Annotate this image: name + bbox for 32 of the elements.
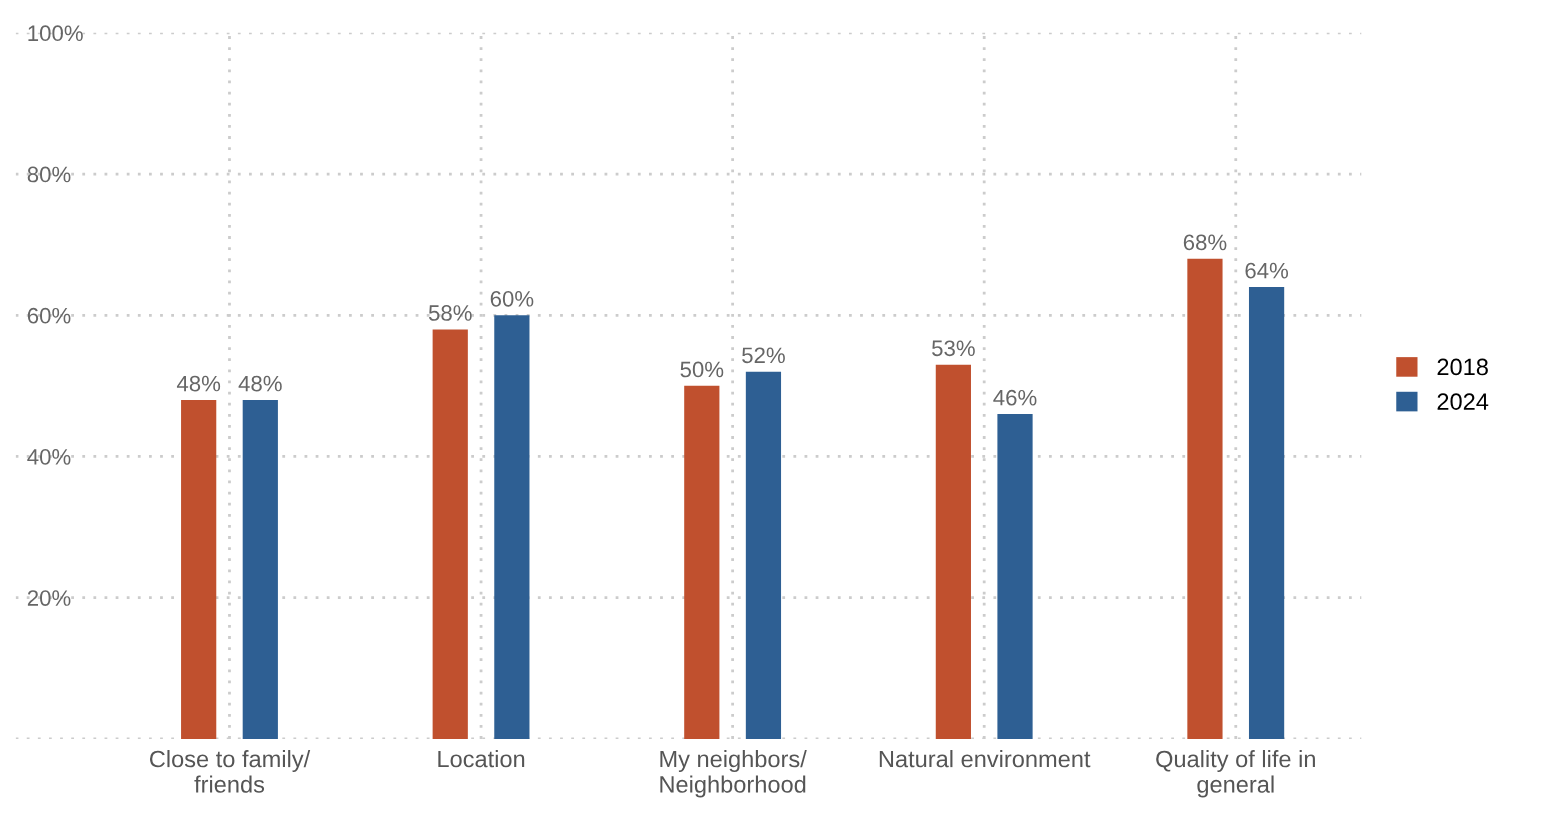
- y-tick-label: 100%: [28, 25, 83, 42]
- data-label: 53%: [932, 340, 975, 357]
- bar: [181, 399, 217, 739]
- data-label: 60%: [490, 290, 534, 307]
- x-tick-label: Location: [438, 750, 525, 768]
- data-label: 58%: [428, 305, 472, 321]
- y-tick-label: 20%: [27, 590, 71, 606]
- data-label: 50%: [680, 361, 724, 378]
- y-tick-label: 40%: [27, 449, 71, 465]
- bar: [494, 315, 530, 739]
- y-tick-label: 60%: [27, 307, 71, 324]
- x-tick-label: Quality of life in general: [1156, 750, 1315, 798]
- bar: [997, 414, 1033, 739]
- data-label: 68%: [1183, 234, 1227, 251]
- legend-label: 2018: [1437, 358, 1488, 376]
- bar: [1248, 287, 1285, 739]
- data-label: 48%: [176, 375, 221, 392]
- bar: [432, 329, 468, 739]
- data-label: 52%: [742, 347, 785, 364]
- legend-label: 2024: [1437, 393, 1489, 410]
- bar: [745, 371, 782, 739]
- x-tick-label: My neighbors/ Neighborhood: [660, 750, 807, 798]
- y-tick-label: 80%: [27, 166, 71, 183]
- bar: [242, 399, 278, 739]
- data-label: 64%: [1245, 262, 1289, 279]
- data-label: 48%: [238, 375, 282, 392]
- bar: [684, 385, 720, 739]
- x-tick-label: Close to family/ friends: [149, 750, 311, 793]
- x-tick-label: Natural environment: [879, 750, 1091, 768]
- bar: [935, 364, 971, 739]
- bar: [1187, 258, 1223, 739]
- data-label: 46%: [993, 389, 1037, 406]
